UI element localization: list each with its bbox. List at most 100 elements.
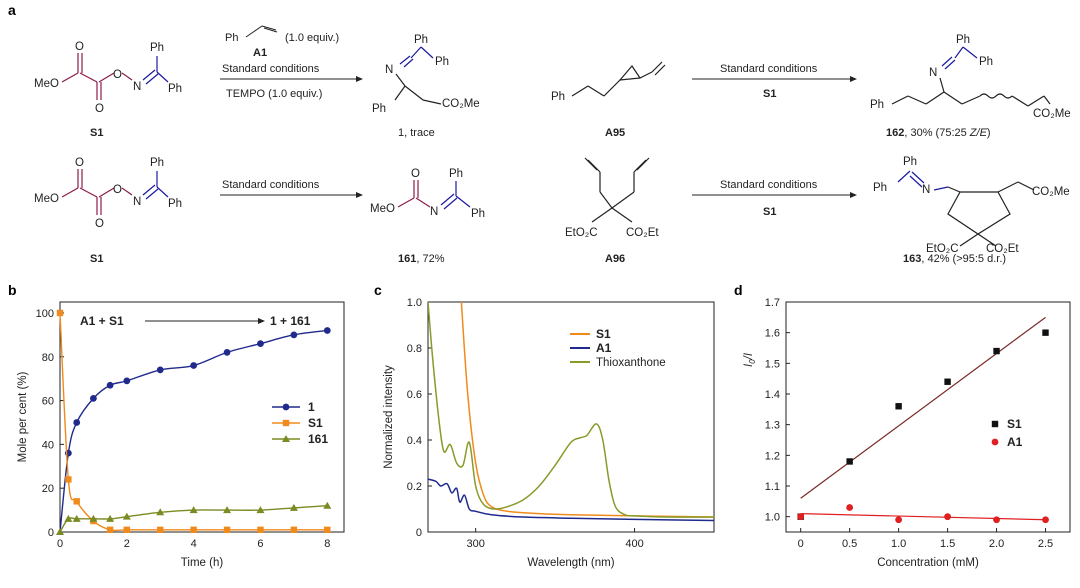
atom-label: EtO₂C — [926, 243, 959, 255]
atom-label: CO₂Me — [1033, 108, 1071, 120]
legend-marker — [991, 420, 999, 428]
data-point — [106, 381, 114, 389]
data-point — [1042, 329, 1049, 336]
data-point — [64, 514, 73, 522]
y-tick-label: 1.0 — [765, 512, 780, 524]
data-point — [122, 512, 131, 520]
data-point — [89, 514, 98, 522]
atom-label: CO₂Et — [626, 227, 659, 239]
legend-marker — [282, 403, 290, 411]
atom-label: Ph — [449, 168, 463, 180]
reagent-below: TEMPO (1.0 equiv.) — [226, 88, 322, 100]
s1-structure-row2: MeO O O O N Ph Ph S1 — [34, 157, 182, 265]
data-point — [190, 526, 197, 534]
y-axis-label: Normalized intensity — [383, 365, 395, 469]
atom-label: Ph — [471, 208, 485, 220]
y-tick-label: 0 — [48, 527, 54, 539]
product-caption-161: 161, 72% — [398, 253, 445, 265]
data-point — [123, 377, 131, 385]
data-point — [157, 526, 164, 534]
annotation-right: 1 + 161 — [270, 314, 311, 328]
data-point — [324, 526, 331, 534]
a96-structure: EtO₂C CO₂Et A96 — [565, 157, 659, 265]
y-tick-label: 1.4 — [765, 389, 780, 401]
legend-label: 1 — [308, 400, 315, 414]
y-tick-label: 1.1 — [765, 481, 780, 493]
caption-text: , 42% (>95:5 d.r.) — [921, 253, 1006, 265]
atom-label: N — [430, 206, 438, 218]
conditions-label: Standard conditions — [720, 63, 818, 75]
atom-label: O — [113, 184, 122, 196]
legend-label: S1 — [1007, 417, 1022, 431]
data-point — [993, 516, 1000, 524]
product-161-structure: MeO O N Ph Ph 161, 72% — [370, 168, 485, 265]
reaction-arrow-4: Standard conditions S1 — [692, 179, 857, 218]
y-axis-label: I0/I — [743, 352, 757, 367]
y-tick-label: 60 — [42, 396, 54, 408]
product-caption-162: 162, 30% (75:25 Z/E) — [886, 127, 991, 139]
plot-frame — [59, 301, 345, 533]
x-axis-label: Concentration (mM) — [877, 557, 979, 569]
data-point — [846, 458, 853, 465]
atom-label: Ph — [168, 198, 182, 210]
spectrum-a1 — [428, 478, 714, 522]
panel-letter-a: a — [8, 2, 16, 18]
legend-marker — [282, 419, 290, 427]
data-point — [944, 513, 951, 521]
product-caption-163: 163, 42% (>95:5 d.r.) — [903, 253, 1006, 265]
series-1 — [59, 327, 331, 533]
y-axis-label: Mole per cent (%) — [17, 371, 29, 462]
plot-frame — [427, 301, 715, 533]
x-tick-label: 8 — [324, 538, 330, 550]
reaction-arrow-1: Ph A1 (1.0 equiv.) Standard conditions T… — [220, 25, 363, 100]
data-point — [944, 378, 951, 385]
atom-label: Ph — [873, 182, 887, 194]
data-point — [223, 526, 231, 534]
y-tick-label: 1.0 — [407, 297, 422, 309]
caption-text: , 30% (75:25 — [904, 127, 969, 139]
atom-label: Ph — [414, 34, 428, 46]
y-tick-label: 1.2 — [765, 450, 780, 462]
legend-marker — [991, 438, 999, 446]
data-point — [257, 526, 264, 534]
data-point — [257, 340, 264, 348]
atom-label: CO₂Et — [986, 243, 1019, 255]
product-caption-1: 1, trace — [398, 127, 435, 139]
y-tick-label: 40 — [42, 439, 54, 451]
data-point — [1042, 516, 1049, 524]
atom-label: O — [95, 103, 104, 115]
product-id: 162 — [886, 127, 904, 139]
styrene-ph: Ph — [225, 32, 238, 44]
data-point — [256, 506, 265, 514]
y-tick-label: 0.6 — [407, 389, 422, 401]
reactant-label-s1: S1 — [90, 253, 103, 265]
data-point — [106, 514, 115, 522]
atom-label: Ph — [435, 56, 449, 68]
panel-letter-d: d — [734, 282, 743, 298]
x-tick-label: 0 — [57, 538, 63, 550]
atom-label: MeO — [370, 203, 395, 215]
x-tick-label: 2.0 — [989, 538, 1004, 550]
reaction-arrow-3: Standard conditions — [220, 179, 363, 198]
legend-label: S1 — [596, 327, 611, 341]
data-point — [223, 506, 232, 514]
legend-label: S1 — [308, 416, 323, 430]
atom-label: Ph — [551, 91, 565, 103]
atom-label: Ph — [372, 103, 386, 115]
x-tick-label: 1.0 — [891, 538, 906, 550]
atom-label: Ph — [903, 156, 917, 168]
series-A1 — [797, 504, 1049, 524]
data-point — [223, 348, 231, 356]
annotation-left: A1 + S1 — [80, 314, 124, 328]
x-axis-label: Time (h) — [181, 557, 224, 569]
a95-structure: Ph A95 — [551, 61, 666, 139]
data-point — [72, 514, 81, 522]
y-tick-label: 100 — [36, 308, 54, 320]
data-point — [993, 347, 1000, 355]
reagent-name-a1: A1 — [253, 47, 267, 59]
product-id: 163 — [903, 253, 921, 265]
x-tick-label: 4 — [191, 538, 197, 550]
x-tick-label: 6 — [257, 538, 263, 550]
data-point — [895, 516, 903, 524]
atom-label: N — [929, 67, 937, 79]
